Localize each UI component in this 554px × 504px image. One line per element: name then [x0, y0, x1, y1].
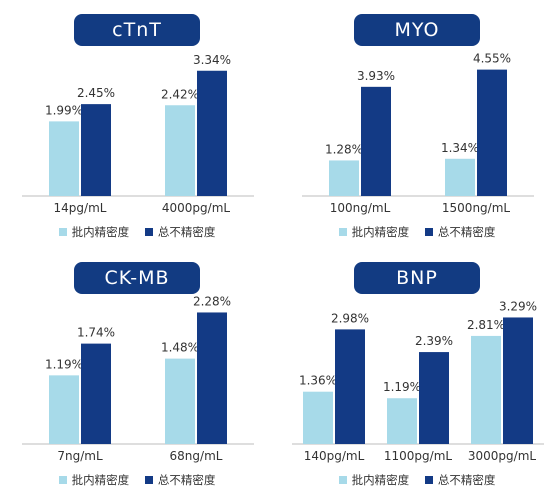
- legend-swatch-light: [338, 475, 347, 484]
- bar-total: [477, 69, 507, 196]
- legend-swatch-dark: [144, 475, 153, 484]
- legend: 批内精密度 总不精密度: [282, 224, 552, 240]
- chart-panel-myo: MYO 1.28% 3.93% 100ng/mL 1.34% 4.55% 1500ng/m…: [282, 6, 552, 251]
- bar-total: [361, 86, 391, 196]
- chart-title: MYO: [354, 14, 480, 46]
- x-tick-label: 3000pg/mL: [468, 449, 537, 463]
- bar-intra: [445, 158, 475, 196]
- x-tick-label: 7ng/mL: [57, 449, 103, 463]
- bar-intra: [303, 391, 333, 444]
- data-label: 1.99%: [45, 103, 83, 117]
- data-label: 1.34%: [441, 141, 479, 155]
- legend-label: 总不精密度: [437, 225, 496, 239]
- legend-swatch-dark: [144, 227, 153, 236]
- legend-item-total: 总不精密度: [424, 472, 496, 488]
- bar-total: [335, 329, 365, 444]
- data-label: 1.28%: [325, 142, 363, 156]
- legend-label: 批内精密度: [351, 225, 410, 239]
- data-label: 4.55%: [473, 52, 511, 66]
- legend-item-intra: 批内精密度: [338, 224, 410, 240]
- bar-total: [197, 312, 227, 444]
- bar-total: [81, 343, 111, 444]
- bar-intra: [387, 398, 417, 444]
- legend-label: 总不精密度: [157, 473, 216, 487]
- data-label: 2.39%: [415, 334, 453, 348]
- bar-total: [81, 104, 111, 196]
- x-tick-label: 68ng/mL: [170, 449, 223, 463]
- data-label: 2.81%: [467, 318, 505, 332]
- legend: 批内精密度 总不精密度: [2, 472, 272, 488]
- data-label: 3.93%: [357, 69, 395, 83]
- bar-intra: [165, 105, 195, 196]
- bar-chart: 1.99% 2.45% 14pg/mL 2.42% 3.34% 4000pg/mL: [22, 53, 254, 215]
- data-label: 2.45%: [77, 86, 115, 100]
- data-label: 3.34%: [193, 53, 231, 67]
- chart-title: CK-MB: [74, 262, 200, 294]
- chart-panel-ctnt: cTnT 1.99% 2.45% 14pg/mL 2.42% 3.34% 4000pg/m…: [2, 6, 272, 251]
- chart-title: BNP: [354, 262, 480, 294]
- chart-panel-bnp: BNP 1.36% 2.98% 140pg/mL 1.19% 2.39% 1100pg/m…: [282, 254, 552, 499]
- x-tick-label: 4000pg/mL: [162, 201, 231, 215]
- legend-item-total: 总不精密度: [144, 472, 216, 488]
- bar-intra: [49, 375, 79, 444]
- x-tick-label: 14pg/mL: [54, 201, 107, 215]
- legend-label: 总不精密度: [157, 225, 216, 239]
- bar-total: [197, 70, 227, 196]
- legend: 批内精密度 总不精密度: [2, 224, 272, 240]
- x-tick-label: 1500ng/mL: [442, 201, 510, 215]
- data-label: 2.28%: [193, 294, 231, 308]
- legend-item-intra: 批内精密度: [58, 472, 130, 488]
- legend-swatch-dark: [424, 227, 433, 236]
- bar-intra: [49, 121, 79, 196]
- legend-label: 批内精密度: [71, 225, 130, 239]
- bar-total: [419, 352, 449, 444]
- x-tick-label: 140pg/mL: [304, 449, 365, 463]
- legend-item-total: 总不精密度: [424, 224, 496, 240]
- x-tick-label: 100ng/mL: [330, 201, 391, 215]
- data-label: 1.19%: [383, 380, 421, 394]
- legend-swatch-light: [58, 475, 67, 484]
- legend-swatch-light: [338, 227, 347, 236]
- data-label: 1.36%: [299, 374, 337, 388]
- bar-chart: 1.19% 1.74% 7ng/mL 1.48% 2.28% 68ng/mL: [22, 294, 254, 463]
- data-label: 1.19%: [45, 357, 83, 371]
- bar-chart: 1.28% 3.93% 100ng/mL 1.34% 4.55% 1500ng/mL: [302, 52, 534, 215]
- legend-label: 批内精密度: [71, 473, 130, 487]
- data-label: 2.42%: [161, 87, 199, 101]
- legend-swatch-dark: [424, 475, 433, 484]
- data-label: 2.98%: [331, 311, 369, 325]
- legend-item-intra: 批内精密度: [338, 472, 410, 488]
- legend: 批内精密度 总不精密度: [282, 472, 552, 488]
- chart-title: cTnT: [74, 14, 200, 46]
- legend-label: 批内精密度: [351, 473, 410, 487]
- bar-intra: [471, 335, 501, 444]
- chart-panel-ckmb: CK-MB 1.19% 1.74% 7ng/mL 1.48% 2.28% 68ng/mL …: [2, 254, 272, 499]
- data-label: 1.74%: [77, 326, 115, 340]
- bar-total: [503, 317, 533, 444]
- data-label: 1.48%: [161, 341, 199, 355]
- legend-swatch-light: [58, 227, 67, 236]
- legend-item-total: 总不精密度: [144, 224, 216, 240]
- legend-item-intra: 批内精密度: [58, 224, 130, 240]
- bar-intra: [329, 160, 359, 196]
- x-tick-label: 1100pg/mL: [384, 449, 453, 463]
- legend-label: 总不精密度: [437, 473, 496, 487]
- data-label: 3.29%: [499, 299, 537, 313]
- bar-chart: 1.36% 2.98% 140pg/mL 1.19% 2.39% 1100pg/mL 2.8…: [292, 299, 544, 463]
- bar-intra: [165, 358, 195, 444]
